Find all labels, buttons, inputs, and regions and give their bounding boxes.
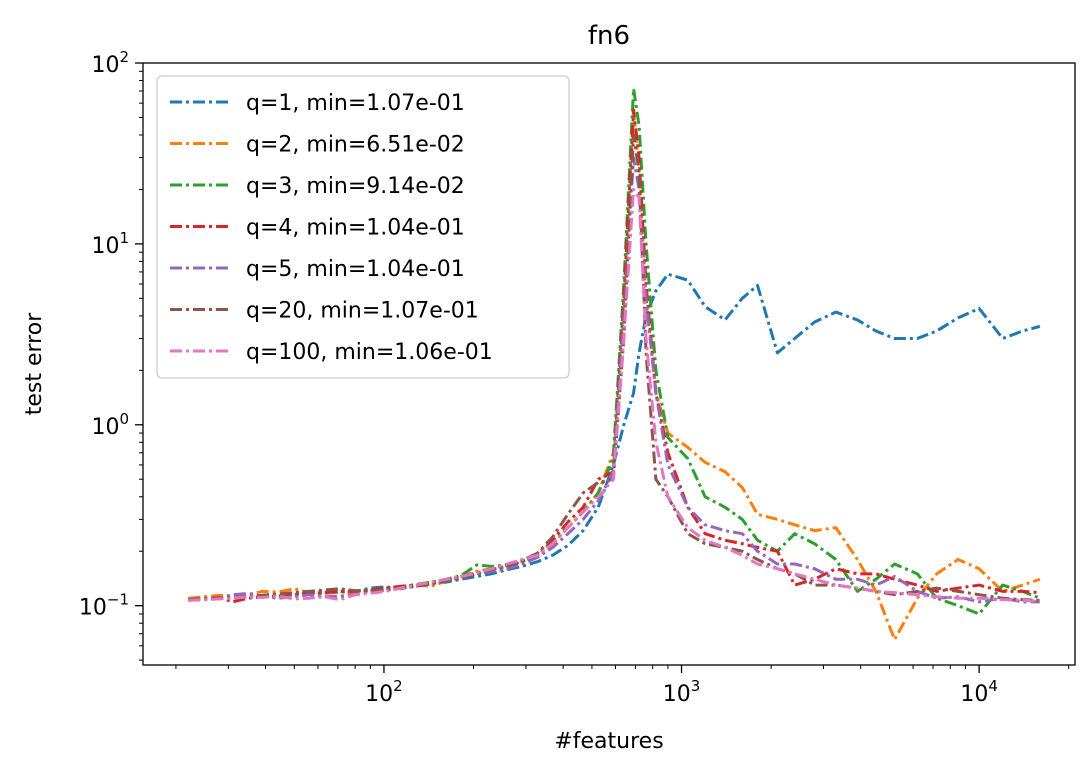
y-tick-label: 101: [91, 229, 129, 259]
y-axis-label: test error: [22, 312, 47, 415]
series-line-7: [188, 187, 1040, 603]
series-line-1: [188, 272, 1041, 602]
legend-box: [156, 75, 570, 379]
y-axis: 10−1 100 101 102: [79, 48, 143, 661]
legend-label: q=5, min=1.04e-01: [246, 257, 465, 282]
legend-items: q=1, min=1.07e-01 q=2, min=6.51e-02 q=3, m…: [170, 91, 493, 365]
legend-label: q=3, min=9.14e-02: [246, 174, 465, 199]
y-tick-label: 102: [91, 48, 129, 78]
series-line-5: [188, 156, 1040, 604]
legend-label: q=1, min=1.07e-01: [246, 91, 465, 116]
plot-area: [188, 87, 1041, 642]
legend-label: q=4, min=1.04e-01: [246, 216, 465, 241]
legend-label: q=20, min=1.07e-01: [246, 299, 479, 324]
plot-frame: [142, 62, 1076, 666]
series-line-6: [188, 133, 1040, 602]
legend: q=1, min=1.07e-01 q=2, min=6.51e-02 q=3, m…: [156, 75, 570, 379]
series-layer: [188, 87, 1041, 642]
x-tick-label: 102: [365, 677, 403, 707]
y-tick-label: 100: [91, 410, 129, 440]
x-axis: 102 103 104: [175, 665, 1070, 707]
x-tick-label: 104: [960, 677, 998, 707]
series-line-4: [188, 108, 1040, 604]
legend-label: q=2, min=6.51e-02: [246, 133, 465, 158]
x-axis-label: #features: [554, 729, 663, 754]
legend-label: q=100, min=1.06e-01: [246, 340, 493, 365]
chart-title: fn6: [588, 21, 630, 51]
y-tick-label: 10−1: [79, 591, 129, 621]
x-tick-label: 103: [663, 677, 701, 707]
